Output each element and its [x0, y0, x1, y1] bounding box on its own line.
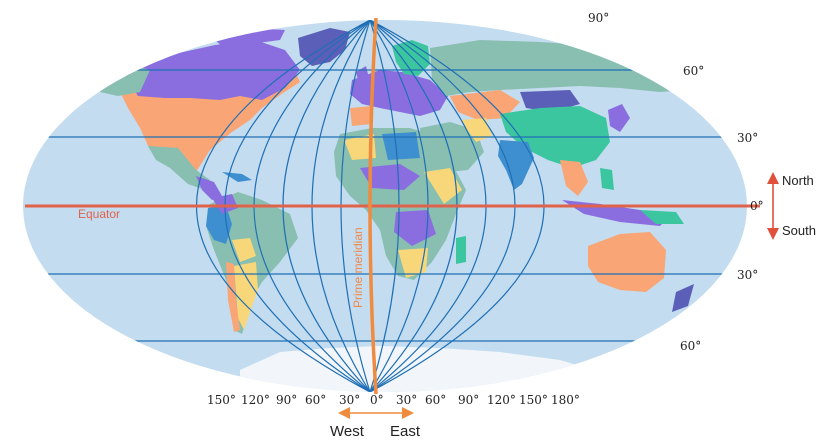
north-arrowhead-icon	[767, 172, 779, 184]
iran	[460, 118, 492, 142]
mongolia	[520, 90, 580, 112]
india	[498, 140, 534, 190]
libya-egypt	[382, 132, 420, 160]
lat-label-90n: 90°	[588, 11, 609, 25]
philippines	[600, 168, 614, 190]
lon-label-90e: 90°	[458, 393, 479, 407]
east-africa	[424, 168, 462, 204]
equator-label: Equator	[78, 207, 120, 221]
lon-label-120w: 120°	[241, 393, 270, 407]
lon-label-150e: 150°	[519, 393, 548, 407]
central-america	[196, 176, 222, 200]
west-east-indicator: West East	[330, 407, 421, 440]
japan	[608, 104, 630, 132]
lon-label-30e: 30°	[396, 393, 417, 407]
prime-meridian-line	[368, 17, 378, 395]
lon-label-30w: 30°	[339, 393, 360, 407]
bolivia	[232, 238, 256, 262]
lat-label-30n: 30°	[737, 131, 758, 145]
south-arrowhead-icon	[767, 228, 779, 240]
lat-label-60n: 60°	[683, 64, 704, 78]
north-label: North	[782, 173, 814, 188]
south-label: South	[782, 223, 816, 238]
east-arrowhead-icon	[402, 407, 414, 419]
lon-label-60w: 60°	[305, 393, 326, 407]
australia	[588, 232, 666, 292]
lon-label-120e: 120°	[487, 393, 516, 407]
new-zealand	[672, 284, 694, 312]
europe	[350, 70, 448, 116]
lon-label-0: 0°	[370, 393, 384, 407]
lon-label-150w: 150°	[207, 393, 236, 407]
kazakhstan	[450, 90, 520, 120]
longitude-labels: 150° 120° 90° 60° 30° 0° 30° 60° 90° 120…	[207, 393, 580, 407]
madagascar	[456, 236, 466, 264]
east-label: East	[390, 423, 421, 440]
lon-label-90w: 90°	[276, 393, 297, 407]
sahel	[360, 164, 420, 190]
new-guinea	[640, 210, 684, 224]
alaska	[95, 64, 150, 96]
lat-label-0: 0°	[750, 199, 764, 213]
mexico	[148, 146, 210, 190]
lat-label-30s: 30°	[737, 268, 758, 282]
southeast-asia	[560, 160, 588, 196]
north-africa	[344, 134, 376, 160]
uk	[356, 66, 370, 88]
lon-label-60e: 60°	[425, 393, 446, 407]
lat-label-60s: 60°	[680, 339, 701, 353]
argentina	[234, 262, 258, 330]
chile	[226, 262, 240, 332]
central-africa	[394, 210, 436, 246]
west-arrowhead-icon	[338, 407, 350, 419]
prime-meridian-label: Prime meridian	[351, 227, 365, 308]
lon-label-180e: 180°	[551, 393, 580, 407]
iberia	[350, 106, 372, 126]
africa	[334, 128, 466, 280]
west-label: West	[330, 423, 365, 440]
north-south-indicator: North South	[767, 172, 816, 240]
